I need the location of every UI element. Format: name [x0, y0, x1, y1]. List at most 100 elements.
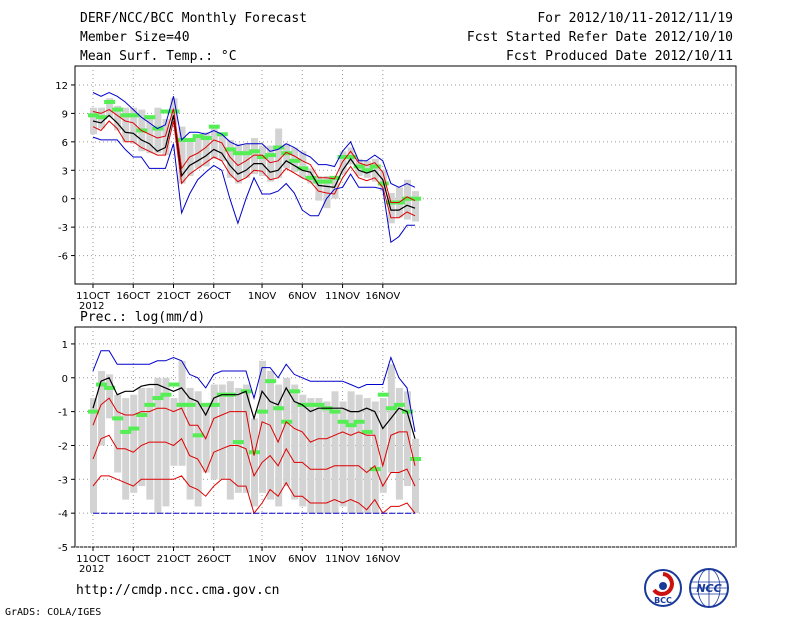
temp-year-label: 2012	[79, 301, 104, 312]
prec-box	[371, 401, 379, 514]
prec-member-mark	[120, 429, 132, 434]
prec-member-mark	[152, 396, 164, 401]
prec-member-mark	[369, 467, 381, 472]
prec-member-mark	[88, 409, 99, 414]
prec-xtick-label: 26OCT	[197, 554, 232, 565]
prec-xtick-label: 6NOV	[288, 554, 317, 565]
temp-box	[387, 193, 395, 224]
prec-member-mark	[257, 409, 269, 414]
temp-ytick-label: 3	[62, 166, 68, 177]
prec-member-mark	[104, 385, 116, 390]
prec-member-mark	[377, 392, 389, 397]
temp-box	[178, 126, 186, 184]
temp-box	[218, 134, 226, 161]
temp-xtick-label: 1NOV	[248, 291, 277, 302]
temp-member-mark	[249, 149, 260, 154]
temp-box	[234, 143, 242, 184]
prec-box	[130, 394, 138, 493]
prec-box	[323, 401, 331, 514]
prec-box	[226, 381, 234, 500]
prec-member-mark	[168, 382, 180, 387]
temp-member-mark	[265, 153, 277, 158]
temp-member-mark	[297, 166, 309, 171]
temp-ytick-label: 12	[55, 81, 68, 92]
prec-xtick-label: 21OCT	[157, 554, 192, 565]
prec-member-mark	[289, 389, 301, 394]
prec-member-mark	[144, 402, 156, 407]
prec-box	[138, 387, 146, 487]
precip-title: Prec.: log(mm/d)	[80, 310, 206, 325]
temp-xtick-label: 16NOV	[365, 291, 400, 302]
prec-member-mark	[385, 406, 397, 411]
prec-box	[315, 398, 323, 514]
prec-ytick-label: -5	[58, 543, 68, 554]
prec-member-mark	[361, 429, 373, 434]
temp-ytick-label: -3	[58, 223, 68, 234]
grads-credit: GrADS: COLA/IGES	[5, 607, 102, 618]
temp-ytick-label: -6	[58, 252, 68, 263]
prec-member-mark	[192, 433, 204, 438]
prec-box	[267, 371, 275, 500]
prec-box	[170, 398, 178, 466]
prec-box	[259, 360, 267, 493]
prec-xtick-label: 11OCT	[76, 554, 111, 565]
temp-member-mark	[361, 168, 373, 173]
prec-member-mark	[184, 402, 196, 407]
temp-box	[130, 107, 138, 144]
prec-line-max	[92, 350, 416, 432]
prec-ytick-label: -1	[58, 408, 68, 419]
temperature-chart: -6 -3 0 3 6 9 12 11OCT 16OCT 21OCT 26OCT 1NOV 6NOV 11…	[55, 65, 737, 312]
prec-member-mark	[329, 409, 341, 414]
prec-ytick-label: -3	[58, 475, 68, 486]
temp-box	[339, 151, 347, 175]
temp-box	[323, 175, 331, 209]
prec-box	[299, 394, 307, 507]
prec-member-mark	[353, 419, 365, 424]
prec-xtick-label: 11NOV	[325, 554, 360, 565]
source-url[interactable]: http://cmdp.ncc.cma.gov.cn	[76, 583, 280, 598]
prec-box	[283, 377, 291, 487]
prec-member-mark	[128, 426, 140, 431]
prec-member-mark	[112, 416, 124, 421]
temp-member-mark	[281, 151, 293, 156]
prec-box	[412, 438, 419, 514]
temp-box	[106, 98, 114, 118]
prec-member-mark	[232, 440, 244, 445]
temp-box	[283, 143, 291, 169]
temp-member-mark	[321, 179, 333, 184]
temp-line-minus-sd	[92, 120, 416, 219]
temp-member-mark	[369, 164, 381, 169]
prec-member-mark	[136, 413, 148, 417]
prec-box	[347, 391, 355, 514]
temp-ytick-label: 9	[62, 109, 68, 120]
prec-box	[194, 391, 202, 507]
temp-member-mark	[305, 175, 317, 180]
prec-box	[98, 371, 106, 446]
prec-xtick-label: 16NOV	[365, 554, 400, 565]
prec-member-mark	[393, 402, 405, 407]
temp-member-mark	[192, 134, 204, 139]
prec-box	[403, 391, 411, 487]
temp-member-mark	[345, 154, 357, 159]
temp-member-mark	[337, 154, 349, 159]
prec-member-mark	[208, 402, 220, 407]
ncc-logo-text: NCC	[696, 582, 721, 595]
prec-box	[178, 360, 186, 466]
prec-ytick-label: 0	[62, 374, 68, 385]
temp-xtick-label: 21OCT	[157, 291, 192, 302]
prec-member-mark	[273, 406, 285, 411]
temp-line-mean	[92, 114, 416, 211]
temp-line-min	[92, 136, 415, 244]
temp-box	[186, 139, 194, 176]
prec-box	[275, 384, 283, 507]
prec-member-mark	[313, 402, 325, 407]
prec-xtick-label: 16OCT	[116, 554, 151, 565]
prec-box	[114, 394, 122, 473]
prec-ytick-label: 1	[62, 340, 68, 351]
prec-box	[242, 384, 250, 493]
prec-box	[395, 387, 403, 500]
prec-box	[218, 384, 226, 480]
prec-line-mean	[92, 377, 416, 439]
temp-line-plus-sd	[92, 108, 416, 203]
prec-member-mark	[337, 419, 349, 424]
